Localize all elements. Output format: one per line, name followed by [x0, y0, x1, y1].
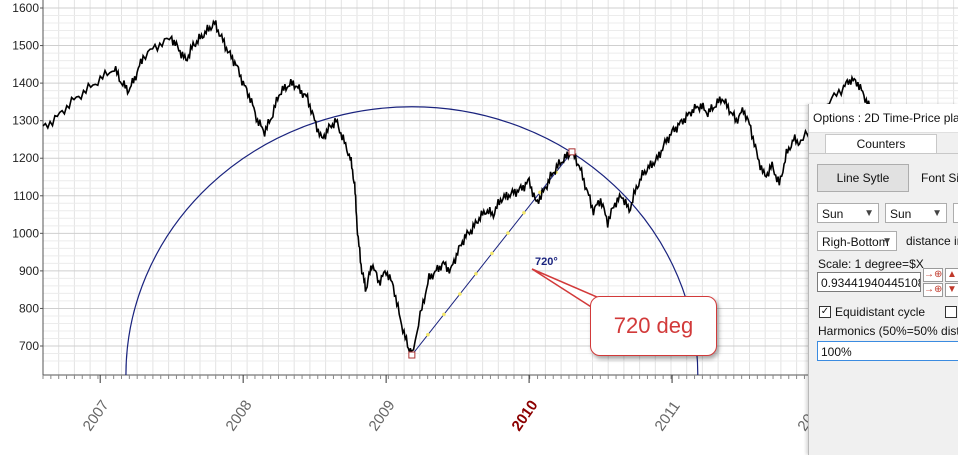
- select-extra[interactable]: [953, 203, 958, 223]
- select-position[interactable]: Righ-Bottom ▼: [817, 231, 897, 251]
- harmonics-label: Harmonics (50%=50% dist;50: [818, 324, 958, 338]
- select-planet-2[interactable]: Sun ▼: [885, 203, 947, 223]
- x-axis-ticks: 200720082009201020112012: [80, 375, 827, 434]
- chevron-down-icon: ▼: [932, 208, 942, 219]
- time-price-arc[interactable]: [125, 106, 699, 376]
- select-planet-1[interactable]: Sun ▼: [817, 203, 879, 223]
- diagonal-dot: [458, 292, 462, 296]
- chevron-down-icon: ▼: [882, 236, 892, 247]
- options-panel[interactable]: Options : 2D Time-Price pla Counters Lin…: [808, 104, 958, 455]
- y-tick-label: 1100: [13, 189, 39, 203]
- select-planet-2-value: Sun: [890, 207, 912, 221]
- callout-text: 720 deg: [613, 313, 694, 338]
- y-tick-label: 800: [19, 301, 39, 315]
- arc-anchor-high[interactable]: [568, 148, 576, 156]
- remove-target-icon[interactable]: →⊕: [923, 283, 943, 297]
- line-style-button[interactable]: Line Sytle: [817, 164, 909, 192]
- tab-body: Line Sytle Font Si Sun ▼ Sun ▼ Righ-Bottom…: [809, 153, 958, 455]
- scale-input[interactable]: 0.93441940445108: [817, 272, 921, 292]
- x-tick-label: 2011: [651, 398, 683, 434]
- y-tick-label: 1000: [12, 226, 39, 240]
- price-series-line: [42, 19, 873, 355]
- diagonal-dot: [506, 231, 510, 235]
- scale-label: Scale: 1 degree=$X: [818, 257, 924, 271]
- chart-axes: [42, 0, 958, 379]
- scroll-down-icon[interactable]: ▼: [945, 283, 958, 297]
- y-tick-label: 1400: [12, 76, 39, 90]
- y-tick-label: 1200: [12, 151, 39, 165]
- equidistant-checkbox[interactable]: ✓: [819, 306, 831, 318]
- diagonal-dot: [538, 190, 542, 195]
- scroll-up-icon[interactable]: ▲: [945, 268, 958, 282]
- distance-label: distance in: [906, 234, 958, 248]
- select-position-value: Righ-Bottom: [822, 235, 889, 249]
- arc-degree-label: 720°: [535, 256, 558, 268]
- diagonal-dot: [474, 271, 478, 276]
- arc-anchor-low[interactable]: [408, 351, 416, 359]
- y-axis-ticks: 1600 1500 1400 1300 1200 1100 1000 900 800 700: [12, 1, 43, 353]
- diagonal-dot: [490, 251, 494, 256]
- harmonics-input[interactable]: 100%: [817, 341, 958, 361]
- x-tick-label: 2008: [223, 397, 256, 434]
- tab-counters[interactable]: Counters: [825, 134, 937, 153]
- diagonal-dot: [522, 210, 526, 215]
- x-tick-label: 2009: [365, 397, 398, 434]
- second-checkbox[interactable]: [945, 306, 957, 318]
- callout-box: 720 deg: [590, 296, 717, 356]
- x-tick-label: 2010: [508, 397, 541, 434]
- equidistant-label: Equidistant cycle: [835, 305, 926, 319]
- y-tick-label: 900: [19, 264, 39, 278]
- panel-title[interactable]: Options : 2D Time-Price pla: [809, 104, 958, 133]
- y-tick-label: 700: [19, 339, 39, 353]
- diagonal-dot: [442, 312, 446, 317]
- select-planet-1-value: Sun: [822, 207, 844, 221]
- x-tick-label: 2007: [80, 397, 113, 434]
- y-tick-label: 1300: [12, 114, 39, 128]
- chevron-down-icon: ▼: [864, 208, 874, 219]
- diagonal-dot: [426, 332, 430, 337]
- y-tick-label: 1500: [12, 39, 39, 53]
- font-size-label: Font Si: [921, 171, 958, 185]
- y-tick-label: 1600: [12, 1, 39, 15]
- add-target-icon[interactable]: →⊕: [923, 268, 943, 282]
